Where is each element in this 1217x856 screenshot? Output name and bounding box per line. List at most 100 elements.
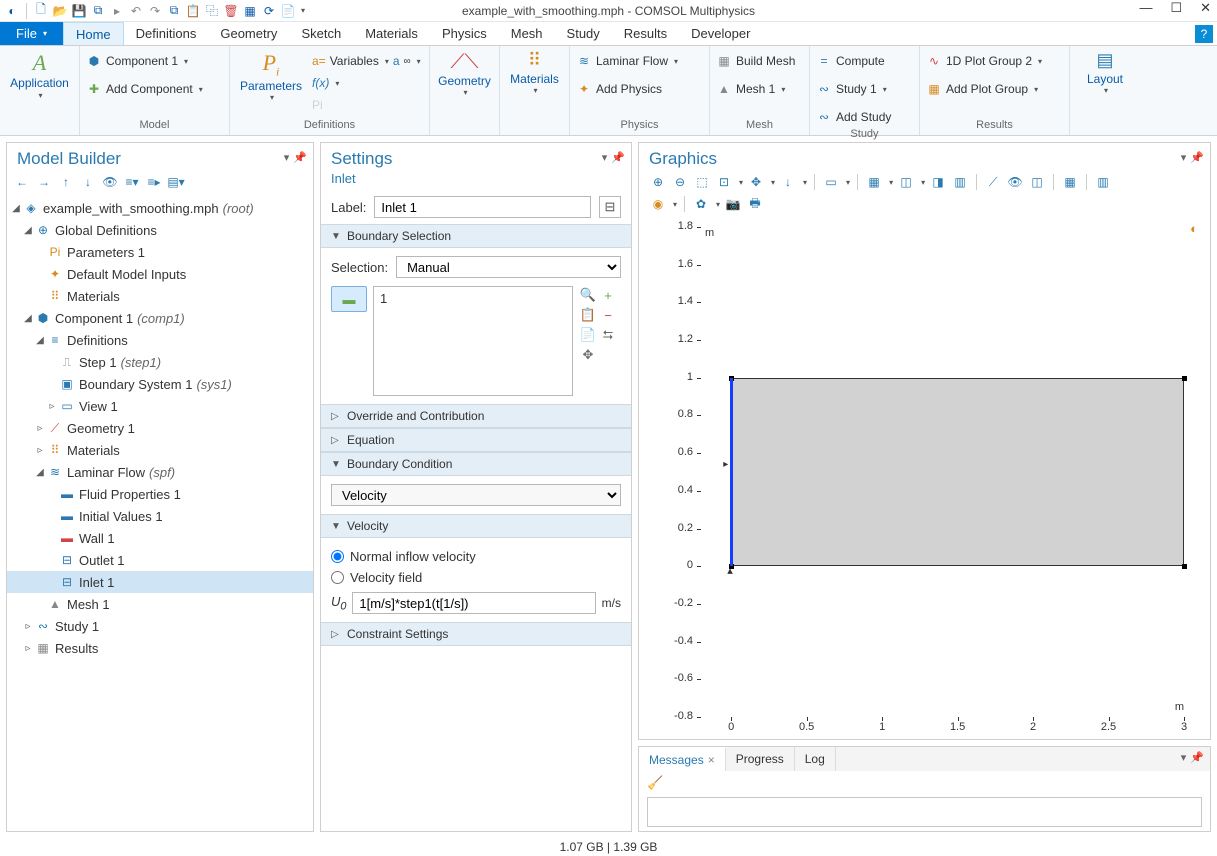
messages-textarea[interactable] xyxy=(647,797,1202,827)
sel-move-icon[interactable]: ✥ xyxy=(579,346,597,364)
tree-inlet1[interactable]: ⊟Inlet 1 xyxy=(7,571,313,593)
msg-menu-icon[interactable]: ▾ xyxy=(1181,751,1187,764)
down-icon[interactable]: ↓ xyxy=(79,173,97,191)
boundary-condition-dropdown[interactable]: Velocity xyxy=(331,484,621,506)
fwd-icon[interactable]: → xyxy=(35,173,53,191)
menu-materials[interactable]: Materials xyxy=(353,22,430,45)
sel-toggle-icon[interactable]: ⮀ xyxy=(599,326,617,344)
radio-velocity-field[interactable]: Velocity field xyxy=(331,567,621,588)
tree-boundary-sys[interactable]: ▣Boundary System 1(sys1) xyxy=(7,373,313,395)
tree-global-defs[interactable]: ◢⊕Global Definitions xyxy=(7,219,313,241)
save-as-icon[interactable]: ⧉ xyxy=(90,3,106,19)
zoom-out-icon[interactable]: ⊖ xyxy=(671,173,689,191)
paste-icon[interactable]: 📋 xyxy=(185,3,201,19)
open-icon[interactable]: 📂 xyxy=(52,3,68,19)
new-icon[interactable]: 🗋 xyxy=(33,3,49,19)
sel-copy-icon[interactable]: 📋 xyxy=(579,306,597,324)
add-plot-group-button[interactable]: ▦Add Plot Group▾ xyxy=(926,78,1038,100)
undo-icon[interactable]: ↶ xyxy=(128,3,144,19)
override-header[interactable]: ▷Override and Contribution xyxy=(321,404,631,428)
build-mesh-button[interactable]: ▦Build Mesh xyxy=(716,50,795,72)
equation-header[interactable]: ▷Equation xyxy=(321,428,631,452)
graphics-canvas[interactable]: ◐ mm-0.8-0.6-0.4-0.200.20.40.60.811.21.4… xyxy=(649,219,1200,739)
menu-sketch[interactable]: Sketch xyxy=(289,22,353,45)
sel-domain-icon[interactable]: ▦ xyxy=(865,173,883,191)
scene-light-icon[interactable]: ▥ xyxy=(1094,173,1112,191)
add-study-button[interactable]: ∾Add Study xyxy=(816,106,891,128)
rotate-icon[interactable]: ↓ xyxy=(779,173,797,191)
tree-default-inputs[interactable]: ✦Default Model Inputs xyxy=(7,263,313,285)
tree-global-materials[interactable]: ⠿Materials xyxy=(7,285,313,307)
tree-root[interactable]: ◢◈example_with_smoothing.mph(root) xyxy=(7,197,313,219)
capture-icon[interactable]: ✿ xyxy=(692,195,710,213)
sel-add-icon[interactable]: + xyxy=(599,286,617,304)
tree-initial-vals[interactable]: ▬Initial Values 1 xyxy=(7,505,313,527)
constraint-header[interactable]: ▷Constraint Settings xyxy=(321,622,631,646)
add-physics-button[interactable]: ✦Add Physics xyxy=(576,78,662,100)
expand-icon[interactable]: ≡▸ xyxy=(145,173,163,191)
menu-definitions[interactable]: Definitions xyxy=(124,22,209,45)
messages-tab[interactable]: Messages× xyxy=(639,747,726,771)
pi-small-button[interactable]: Pi xyxy=(312,94,421,116)
panel-menu-icon[interactable]: ▾ xyxy=(284,151,290,164)
laminar-flow-button[interactable]: ≋Laminar Flow▾ xyxy=(576,50,678,72)
boundary-condition-header[interactable]: ▼Boundary Condition xyxy=(321,452,631,476)
delete-icon[interactable]: 🗑 xyxy=(223,3,239,19)
tree-component1[interactable]: ◢⬢Component 1(comp1) xyxy=(7,307,313,329)
save-icon[interactable]: 💾 xyxy=(71,3,87,19)
menu-physics[interactable]: Physics xyxy=(430,22,499,45)
maximize-button[interactable]: ☐ xyxy=(1170,0,1182,16)
graphics-pin-icon[interactable]: 📌 xyxy=(1190,151,1204,164)
move-icon[interactable]: ✥ xyxy=(747,173,765,191)
tree-definitions[interactable]: ◢≡Definitions xyxy=(7,329,313,351)
add-component-button[interactable]: ✚Add Component▾ xyxy=(86,78,203,100)
reset-hide-icon[interactable]: ◫ xyxy=(1028,173,1046,191)
progress-tab[interactable]: Progress xyxy=(726,747,795,771)
print-icon[interactable]: 🖶 xyxy=(746,195,764,213)
variables-button[interactable]: a=Variables▾ a∞▾ xyxy=(312,50,421,72)
run-icon[interactable]: ▸ xyxy=(109,3,125,19)
parameters-button[interactable]: Pi Parameters ▾ xyxy=(236,50,306,103)
application-button[interactable]: A Application ▾ xyxy=(10,50,70,100)
hide-icon[interactable]: ⟋ xyxy=(984,173,1002,191)
tree-view1[interactable]: ▹▭View 1 xyxy=(7,395,313,417)
menu-results[interactable]: Results xyxy=(612,22,679,45)
tree-comp-materials[interactable]: ▹⠿Materials xyxy=(7,439,313,461)
selection-list[interactable]: 1 xyxy=(373,286,573,396)
up-icon[interactable]: ↑ xyxy=(57,173,75,191)
selection-toggle[interactable]: ▬ xyxy=(331,286,367,312)
menu-developer[interactable]: Developer xyxy=(679,22,762,45)
component-dropdown[interactable]: ⬢Component 1▾ xyxy=(86,50,188,72)
tree-study1[interactable]: ▹∾Study 1 xyxy=(7,615,313,637)
mesh1-button[interactable]: ▲Mesh 1▾ xyxy=(716,78,785,100)
redo-icon[interactable]: ↷ xyxy=(147,3,163,19)
menu-geometry[interactable]: Geometry xyxy=(208,22,289,45)
panel-pin-icon[interactable]: 📌 xyxy=(293,151,307,164)
materials-button[interactable]: ⠿ Materials ▾ xyxy=(506,50,563,96)
menu-home[interactable]: Home xyxy=(63,22,124,45)
duplicate-icon[interactable]: ⿻ xyxy=(204,3,220,19)
minimize-button[interactable]: — xyxy=(1139,0,1152,16)
layout-button[interactable]: ▤ Layout ▾ xyxy=(1076,50,1134,96)
refresh-icon[interactable]: ⟳ xyxy=(261,3,277,19)
settings-pin-icon[interactable]: 📌 xyxy=(611,151,625,164)
sel-remove-icon[interactable]: − xyxy=(599,306,617,324)
zoom-in-icon[interactable]: ⊕ xyxy=(649,173,667,191)
velocity-header[interactable]: ▼Velocity xyxy=(321,514,631,538)
tree-geometry1[interactable]: ▹⟋Geometry 1 xyxy=(7,417,313,439)
show-icon[interactable]: 👁 xyxy=(101,173,119,191)
sel-adj-icon[interactable]: ▥ xyxy=(951,173,969,191)
copy-icon[interactable]: ⧉ xyxy=(166,3,182,19)
tree-fluid-props[interactable]: ▬Fluid Properties 1 xyxy=(7,483,313,505)
sel-edge-icon[interactable]: ◨ xyxy=(929,173,947,191)
menu-study[interactable]: Study xyxy=(555,22,612,45)
sel-paste-icon[interactable]: 📄 xyxy=(579,326,597,344)
log-tab[interactable]: Log xyxy=(795,747,836,771)
node-icon[interactable]: ▦ xyxy=(242,3,258,19)
tree-parameters1[interactable]: PiParameters 1 xyxy=(7,241,313,263)
msg-pin-icon[interactable]: 📌 xyxy=(1190,751,1204,764)
tree-results[interactable]: ▹▦Results xyxy=(7,637,313,659)
graphics-menu-icon[interactable]: ▾ xyxy=(1181,151,1187,164)
tree-mesh1[interactable]: ▲Mesh 1 xyxy=(7,593,313,615)
compute-button[interactable]: =Compute xyxy=(816,50,885,72)
